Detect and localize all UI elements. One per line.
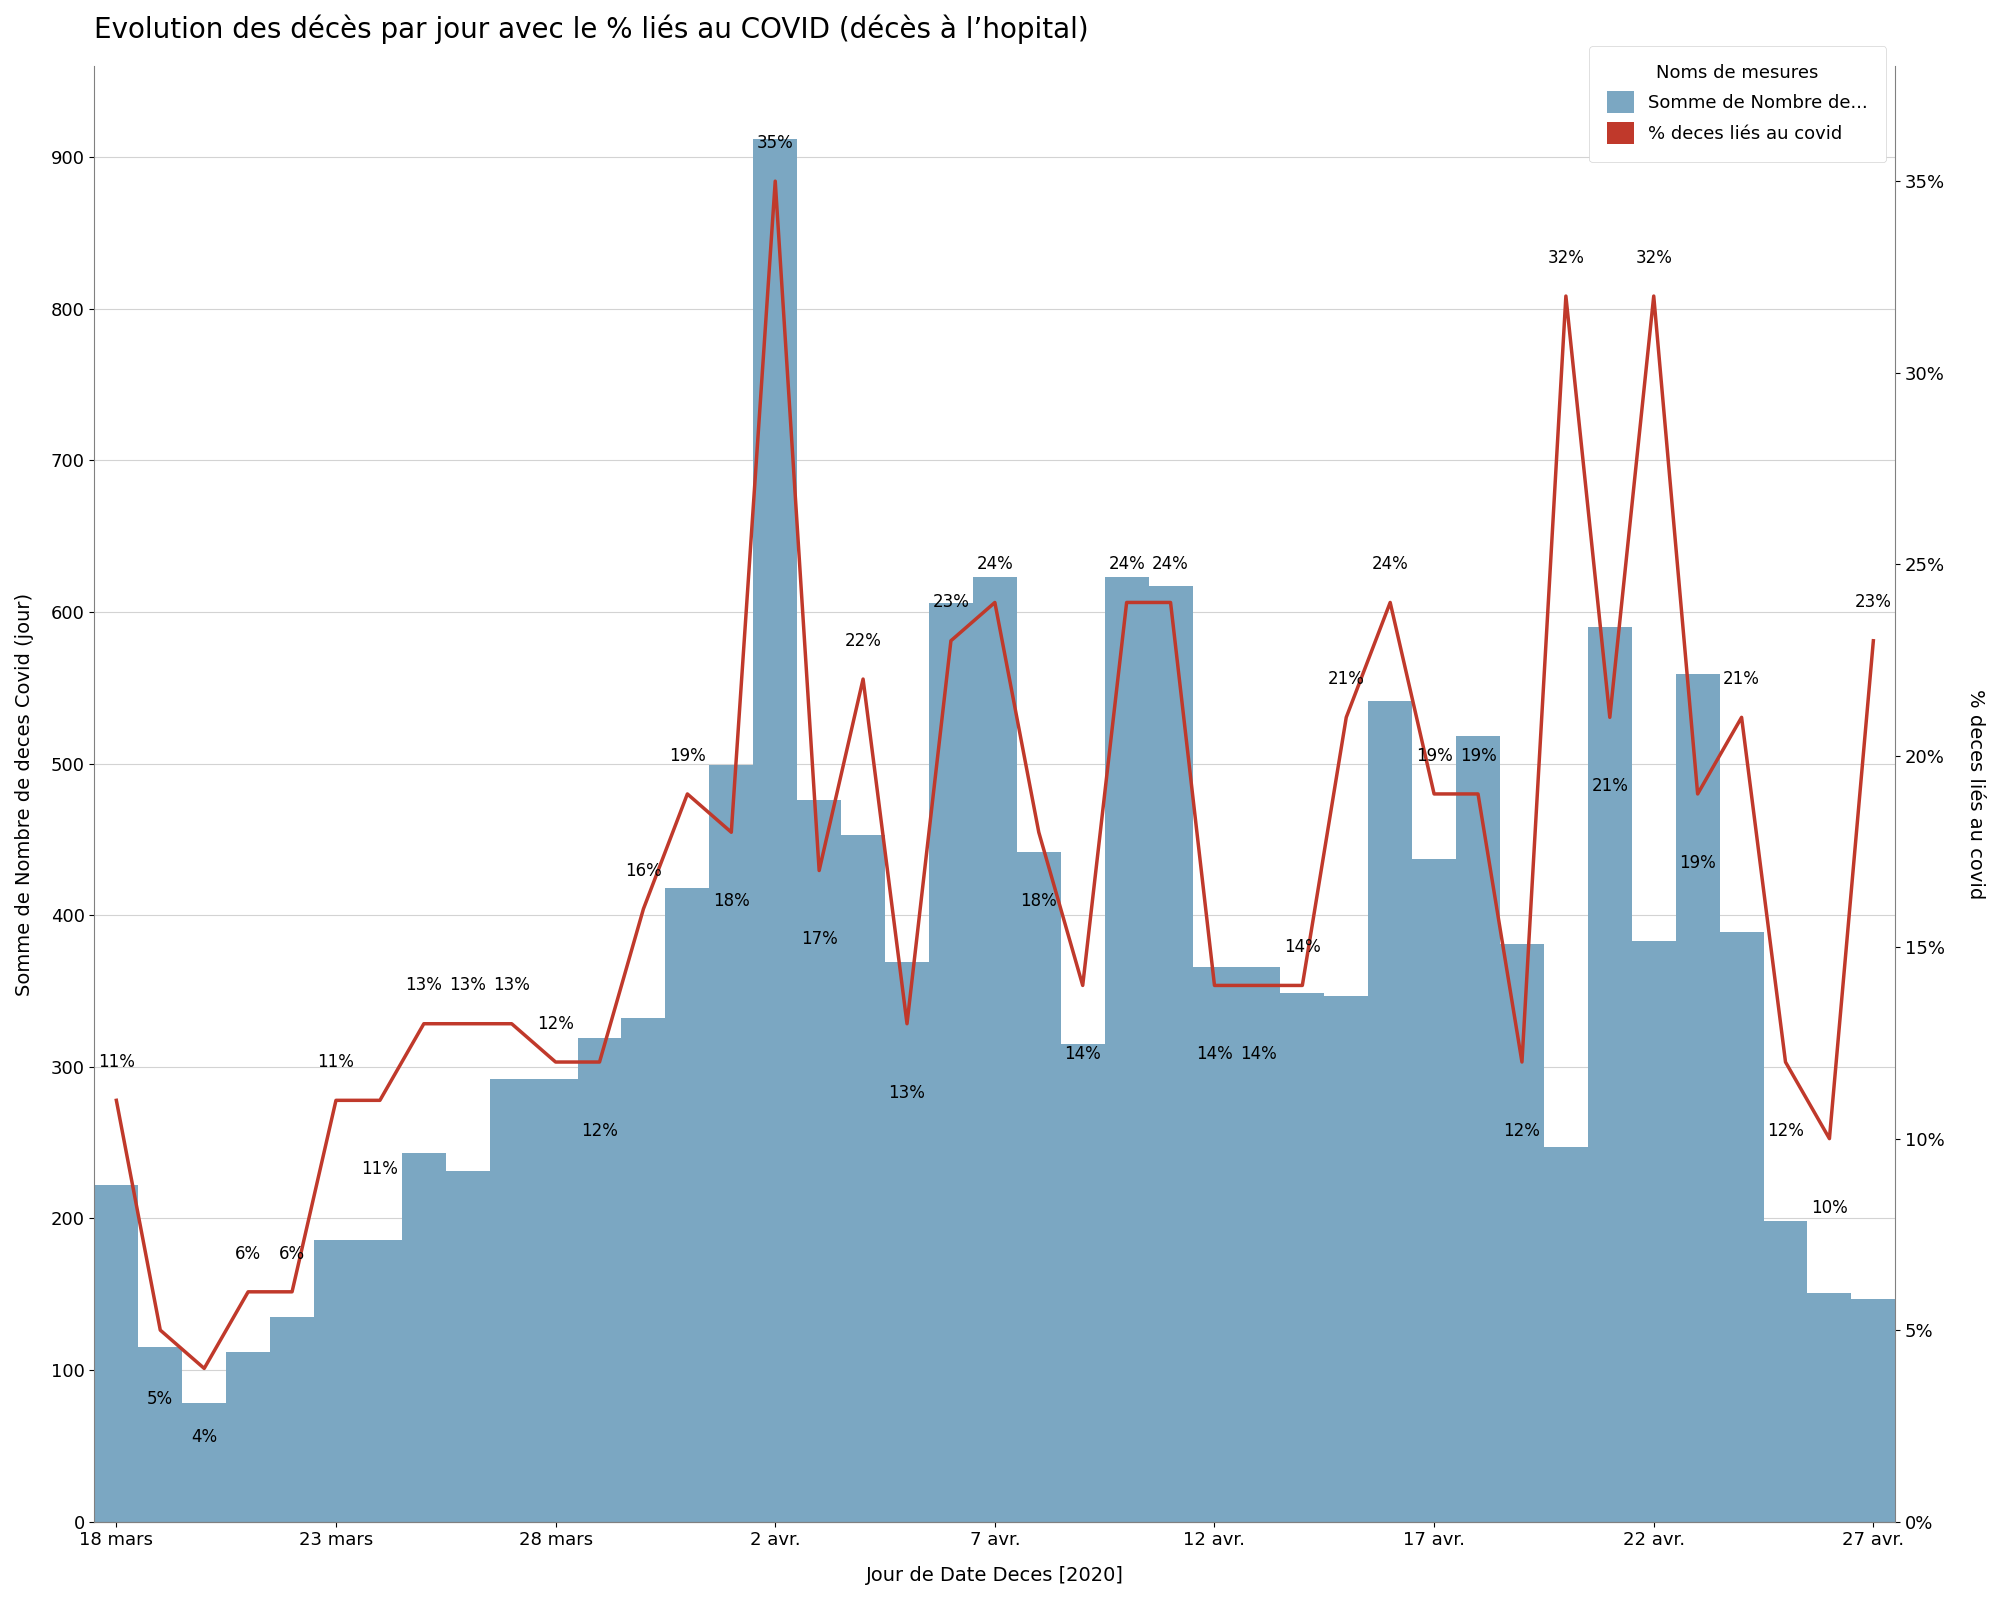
Text: 13%: 13% xyxy=(406,976,442,995)
Text: 19%: 19% xyxy=(1680,854,1716,872)
Bar xyxy=(842,835,886,1522)
Bar xyxy=(182,1403,226,1522)
Text: 17%: 17% xyxy=(800,931,838,949)
Text: 24%: 24% xyxy=(1372,555,1408,573)
Text: 14%: 14% xyxy=(1240,1045,1276,1064)
Bar xyxy=(270,1317,314,1522)
Bar xyxy=(1060,1045,1104,1522)
Text: 12%: 12% xyxy=(538,1014,574,1032)
Text: 16%: 16% xyxy=(626,861,662,880)
Bar xyxy=(622,1018,666,1522)
Bar xyxy=(1720,931,1764,1522)
Text: 35%: 35% xyxy=(756,134,794,152)
Text: 13%: 13% xyxy=(494,976,530,995)
Bar xyxy=(358,1240,402,1522)
Bar xyxy=(1412,859,1456,1522)
Bar xyxy=(226,1352,270,1522)
Text: 14%: 14% xyxy=(1064,1045,1102,1064)
Text: 24%: 24% xyxy=(1108,555,1146,573)
Bar xyxy=(138,1347,182,1522)
Bar xyxy=(1808,1293,1852,1522)
Text: 13%: 13% xyxy=(888,1083,926,1102)
Text: 23%: 23% xyxy=(932,594,970,611)
Bar xyxy=(314,1240,358,1522)
Bar xyxy=(666,888,710,1522)
Text: 12%: 12% xyxy=(582,1122,618,1139)
Bar xyxy=(1236,966,1280,1522)
Text: 32%: 32% xyxy=(1636,248,1672,267)
Bar xyxy=(710,765,754,1522)
Bar xyxy=(1852,1299,1896,1522)
Bar xyxy=(1456,736,1500,1522)
Bar xyxy=(1324,995,1368,1522)
Text: 21%: 21% xyxy=(1592,778,1628,795)
Bar xyxy=(1764,1221,1808,1522)
Text: 6%: 6% xyxy=(278,1245,306,1262)
Bar xyxy=(1544,1147,1588,1522)
Text: 5%: 5% xyxy=(148,1390,174,1408)
Text: 14%: 14% xyxy=(1196,1045,1232,1064)
Text: 14%: 14% xyxy=(1284,938,1320,957)
Text: 21%: 21% xyxy=(1724,670,1760,688)
Bar xyxy=(1280,992,1324,1522)
Text: 12%: 12% xyxy=(1768,1122,1804,1139)
Y-axis label: % deces liés au covid: % deces liés au covid xyxy=(1966,690,1986,899)
Bar xyxy=(886,962,928,1522)
Text: 18%: 18% xyxy=(1020,893,1058,910)
Bar xyxy=(402,1154,446,1522)
Bar xyxy=(1016,851,1060,1522)
Bar xyxy=(1588,627,1632,1522)
Text: 10%: 10% xyxy=(1812,1198,1848,1216)
Text: 23%: 23% xyxy=(1854,594,1892,611)
Bar xyxy=(446,1171,490,1522)
Bar xyxy=(754,139,798,1522)
Text: 22%: 22% xyxy=(844,632,882,650)
Bar xyxy=(1104,578,1148,1522)
Y-axis label: Somme de Nombre de deces Covid (jour): Somme de Nombre de deces Covid (jour) xyxy=(14,592,34,995)
Bar xyxy=(798,800,842,1522)
Bar xyxy=(94,1186,138,1522)
Text: 19%: 19% xyxy=(1460,747,1496,765)
X-axis label: Jour de Date Deces [2020]: Jour de Date Deces [2020] xyxy=(866,1566,1124,1586)
Text: 19%: 19% xyxy=(670,747,706,765)
Bar xyxy=(490,1078,534,1522)
Text: 11%: 11% xyxy=(318,1053,354,1070)
Bar xyxy=(1500,944,1544,1522)
Text: 6%: 6% xyxy=(236,1245,262,1262)
Bar xyxy=(1192,966,1236,1522)
Bar xyxy=(578,1038,622,1522)
Text: 24%: 24% xyxy=(976,555,1014,573)
Bar xyxy=(1676,674,1720,1522)
Bar xyxy=(1148,586,1192,1522)
Text: 19%: 19% xyxy=(1416,747,1452,765)
Text: 21%: 21% xyxy=(1328,670,1364,688)
Text: 18%: 18% xyxy=(712,893,750,910)
Bar xyxy=(928,603,972,1522)
Text: 24%: 24% xyxy=(1152,555,1188,573)
Bar xyxy=(534,1078,578,1522)
Text: Evolution des décès par jour avec le % liés au COVID (décès à l’hopital): Evolution des décès par jour avec le % l… xyxy=(94,14,1090,45)
Text: 12%: 12% xyxy=(1504,1122,1540,1139)
Text: 13%: 13% xyxy=(450,976,486,995)
Bar xyxy=(1368,701,1412,1522)
Text: 11%: 11% xyxy=(98,1053,134,1070)
Bar xyxy=(1632,941,1676,1522)
Bar xyxy=(972,578,1016,1522)
Text: 32%: 32% xyxy=(1548,248,1584,267)
Text: 11%: 11% xyxy=(362,1160,398,1178)
Text: 4%: 4% xyxy=(192,1429,218,1446)
Legend: Somme de Nombre de..., % deces liés au covid: Somme de Nombre de..., % deces liés au c… xyxy=(1588,46,1886,163)
